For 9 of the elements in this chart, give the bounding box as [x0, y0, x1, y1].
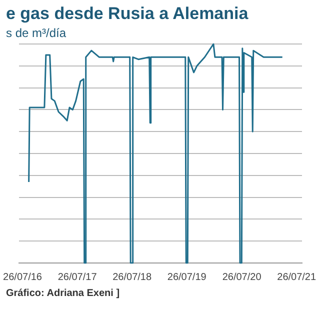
x-tick-label: 26/07/19	[167, 272, 207, 283]
chart-title: e gas desde Rusia a Alemania	[5, 3, 250, 24]
chart-subtitle: s de m³/día	[5, 25, 68, 40]
x-tick-label: 26/07/17	[58, 272, 98, 283]
x-tick-label: 26/07/16	[3, 272, 42, 283]
x-tick-label: 26/07/20	[222, 272, 262, 283]
x-tick-label: 26/07/18	[112, 272, 152, 283]
x-tick-label: 26/07/21	[277, 272, 316, 283]
text: Gráfico: Adriana Exeni ]	[5, 287, 121, 301]
